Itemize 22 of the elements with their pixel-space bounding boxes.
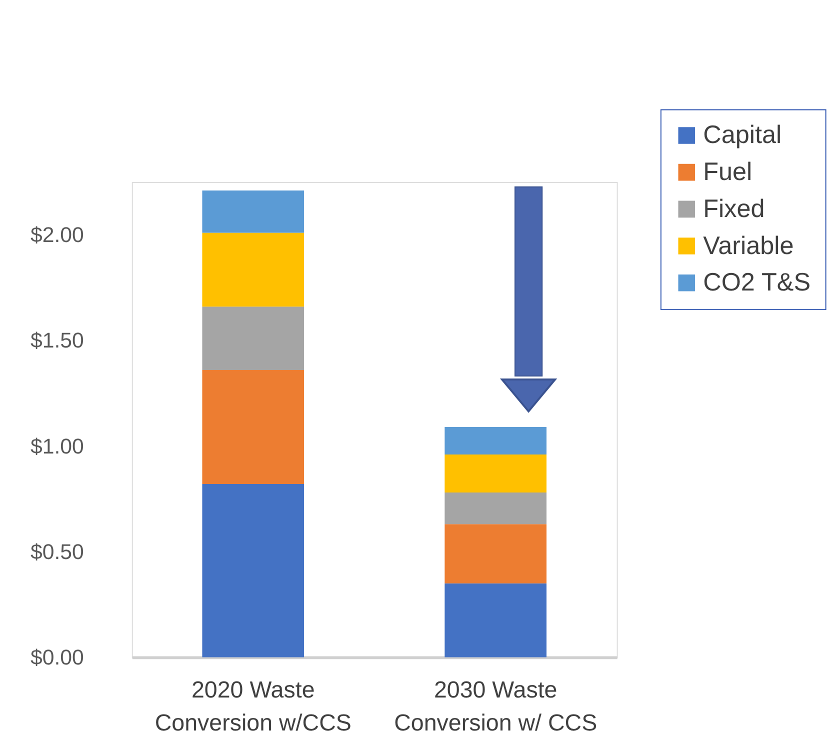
bar: [444, 492, 547, 524]
bar: [202, 370, 304, 484]
bar: [444, 427, 547, 454]
bar: [202, 484, 304, 658]
bar: [444, 454, 547, 492]
bar: [444, 524, 547, 584]
x-tick-label: 2030 Waste Conversion w/ CCS: [394, 676, 598, 736]
y-tick-label: $0.50: [30, 540, 84, 564]
legend-label: Capital: [703, 121, 782, 150]
bar: [202, 232, 304, 307]
y-tick-label: $1.00: [30, 434, 84, 458]
bar: [444, 583, 547, 658]
bar: [202, 190, 304, 233]
y-tick-label: $2.00: [30, 223, 84, 248]
legend-label: Fuel: [703, 158, 752, 186]
legend-label: Fixed: [703, 194, 765, 223]
bar: [202, 306, 304, 370]
y-tick-label: $1.50: [30, 328, 84, 353]
x-tick-label: 2020 Waste Conversion w/CCS: [154, 676, 352, 736]
y-tick-label: $0.00: [30, 646, 84, 670]
legend-label: Variable: [703, 232, 794, 260]
legend-label: CO2 T&S: [703, 268, 811, 297]
